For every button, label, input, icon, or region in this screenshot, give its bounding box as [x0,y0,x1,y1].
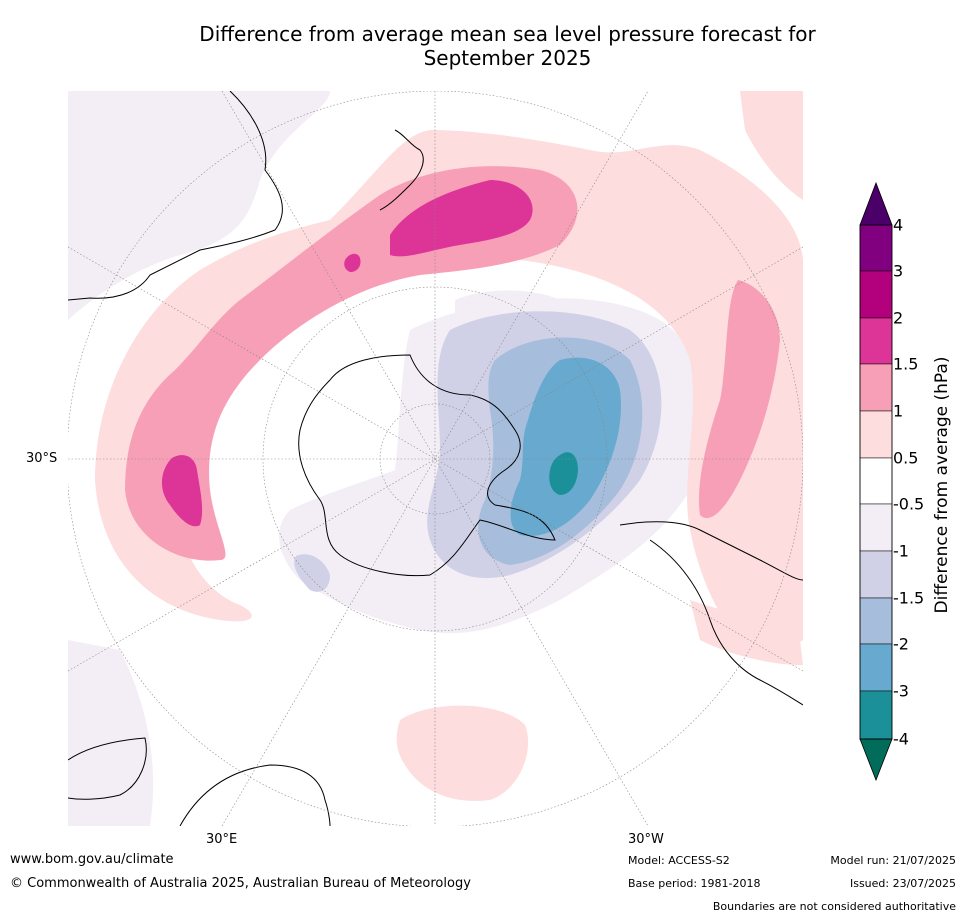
colorbar [859,181,893,782]
graticule [68,91,803,826]
colorbar-band-3-to-4 [859,224,893,272]
coastline-antarctica [298,354,556,577]
colorbar-band-0.5-to-1 [859,410,893,459]
footer-base-period: Base period: 1981-2018 [628,877,761,890]
coastline-africa [179,764,331,826]
anomaly-region-lightpink-south [396,705,529,801]
colorbar-band-m2-to-m1.5 [859,597,893,645]
colorbar-tick-label: -0.5 [893,494,925,514]
colorbar-band-1.5-to-2 [859,317,893,365]
anomaly-region-lavender-southwest [68,640,154,826]
anomaly-min-teal [549,452,578,495]
colorbar-band-1-to-1.5 [859,363,893,412]
colorbar-tick-label: 0.5 [893,448,919,468]
map-title: Difference from average mean sea level p… [100,22,915,70]
colorbar-tick-label: 3 [893,261,904,281]
longitude-label-30w: 30°W [628,832,664,847]
colorbar-tick-label: 1 [893,401,904,421]
colorbar-title: Difference from average (hPa) [932,356,952,614]
colorbar-band-m1-to-m0.5 [859,503,893,552]
colorbar-tick-label: -4 [893,729,909,749]
colorbar-tick-label: 2 [893,308,904,328]
anomaly-region-lightpink-south-america [690,600,803,665]
colorbar-tick-label: 1.5 [893,354,919,374]
title-line-2: September 2025 [423,46,592,70]
colorbar-tick-label: -3 [893,681,909,701]
anomaly-region-pink-arc [125,166,578,561]
colorbar-tick-label: -1 [893,541,909,561]
colorbar-band-m1.5-to-m1 [859,550,893,599]
footer-copyright: © Commonwealth of Australia 2025, Austra… [10,876,471,891]
colorbar-tick-label: 4 [893,215,904,235]
footer-model-run: Model run: 21/07/2025 [830,854,956,867]
longitude-label-30e: 30°E [206,832,238,847]
colorbar-band-m3-to-m2 [859,643,893,692]
anomaly-region-lightpink-top-right [740,91,803,200]
footer-disclaimer: Boundaries are not considered authoritat… [712,900,956,913]
anomaly-max-indian-ocean [161,455,203,527]
title-line-1: Difference from average mean sea level p… [199,22,816,46]
colorbar-band-m4-to-m3 [859,690,893,740]
anomaly-max-small-blob [344,253,361,272]
colorbar-band-neutral [859,457,893,505]
anomaly-max-newzealand [390,180,533,257]
coastline-australia [68,91,283,301]
anomaly-region-lightblue-small [294,554,330,592]
footer-model: Model: ACCESS-S2 [628,854,730,867]
colorbar-outline [859,224,893,740]
anomaly-region-lightpink-arc [95,130,803,652]
anomaly-region-pink-right [699,280,780,519]
footer-issued: Issued: 23/07/2025 [849,877,956,890]
map-panel [68,91,803,826]
coastline-madagascar [68,737,147,800]
colorbar-arrow-top [859,181,893,226]
footer-website-link[interactable]: www.bom.gov.au/climate [10,852,174,867]
colorbar-tick-label: -2 [893,634,909,654]
anomaly-region-blue [510,357,621,536]
colorbar-tick-label: -1.5 [893,588,925,608]
coastline-new-zealand [379,129,424,211]
colorbar-band-2-to-3 [859,270,893,319]
latitude-label-30s: 30°S [26,451,58,466]
colorbar-arrow-bottom [859,738,893,782]
coastline-south-america [619,521,803,706]
